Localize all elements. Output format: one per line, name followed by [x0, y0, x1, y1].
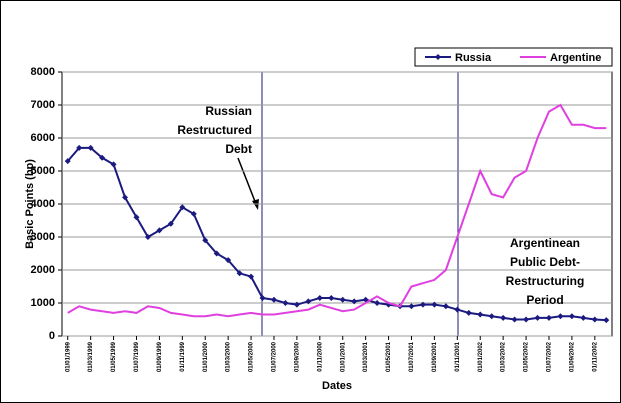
- point: [523, 316, 530, 323]
- x-tick-label: 01/05/2001: [386, 341, 392, 372]
- point: [477, 311, 484, 318]
- point: [122, 194, 129, 201]
- point: [167, 220, 174, 227]
- x-tick-label: 01/07/1999: [134, 341, 140, 372]
- point: [225, 257, 232, 264]
- point: [419, 301, 426, 308]
- y-tick-label: 1000: [31, 297, 55, 309]
- point: [248, 273, 255, 280]
- x-tick-label: 01/01/2000: [203, 341, 209, 372]
- point: [374, 300, 381, 306]
- y-tick-label: 7000: [31, 99, 55, 111]
- point: [454, 306, 461, 313]
- x-tick-label: 01/09/2002: [569, 341, 575, 372]
- point: [534, 314, 541, 321]
- x-tick-label: 01/07/2000: [272, 341, 278, 372]
- x-tick-label: 01/05/2002: [524, 341, 530, 372]
- point: [328, 295, 335, 302]
- point: [305, 298, 312, 305]
- point: [557, 313, 564, 320]
- y-tick-label: 3000: [31, 231, 55, 243]
- series-line: [67, 103, 607, 318]
- point: [568, 313, 575, 320]
- x-tick-label: 01/07/2001: [409, 341, 415, 372]
- point: [64, 158, 71, 165]
- point: [270, 296, 277, 303]
- x-tick-label: 01/01/2002: [478, 341, 484, 372]
- legend-marker: [435, 54, 441, 60]
- y-tick-label: 2000: [31, 264, 55, 276]
- point: [202, 237, 209, 244]
- point: [213, 250, 220, 257]
- x-tick-label: 01/09/2001: [432, 341, 438, 372]
- x-tick-label: 01/11/2002: [592, 341, 598, 371]
- point: [236, 270, 243, 277]
- y-tick-label: 6000: [31, 132, 55, 144]
- point: [87, 144, 94, 151]
- point: [591, 316, 598, 323]
- point: [580, 314, 587, 321]
- point: [431, 301, 438, 308]
- point: [351, 298, 358, 305]
- annotation-arrow: [237, 157, 257, 205]
- legend: [414, 47, 613, 67]
- x-tick-label: 01/05/2000: [249, 341, 255, 372]
- point: [110, 161, 117, 168]
- point: [76, 144, 83, 151]
- point: [511, 316, 518, 323]
- y-axis-label: Basic Points (bp): [24, 159, 36, 249]
- x-tick-label: 01/09/1999: [157, 341, 163, 372]
- point: [465, 309, 472, 316]
- y-tick-label: 0: [49, 330, 55, 342]
- point: [293, 301, 300, 308]
- x-tick-label: 01/03/2002: [501, 341, 507, 372]
- x-tick-label: 01/05/1999: [111, 341, 117, 372]
- point: [156, 227, 163, 234]
- point: [339, 296, 346, 303]
- point: [488, 313, 495, 320]
- annotation: Restructured: [177, 123, 252, 137]
- y-tick-label: 4000: [31, 198, 55, 210]
- point: [282, 300, 289, 306]
- point: [316, 295, 323, 302]
- y-tick-label: 5000: [31, 165, 55, 177]
- x-axis-label: Dates: [322, 380, 352, 392]
- annotation: Restructuring: [506, 274, 585, 288]
- point: [545, 314, 552, 321]
- point: [259, 295, 266, 302]
- x-tick-label: 01/11/1999: [180, 341, 186, 371]
- x-tick-label: 01/03/2000: [226, 341, 232, 372]
- y-tick-label: 8000: [31, 66, 55, 78]
- point: [442, 303, 449, 310]
- point: [603, 317, 610, 324]
- x-tick-label: 01/09/2000: [294, 341, 300, 372]
- x-tick-label: 01/11/2001: [455, 341, 461, 371]
- point: [144, 234, 151, 240]
- point: [133, 214, 140, 221]
- x-tick-label: 01/11/2000: [317, 341, 323, 371]
- annotation: Russian: [205, 104, 252, 118]
- point: [500, 314, 507, 321]
- point: [179, 204, 186, 211]
- legend-label: Argentine: [550, 52, 601, 64]
- point: [190, 210, 197, 217]
- legend-label: Russia: [455, 52, 492, 64]
- x-tick-label: 01/07/2002: [547, 341, 553, 372]
- point: [408, 303, 415, 310]
- point: [99, 154, 106, 161]
- x-tick-label: 01/03/2001: [363, 341, 369, 372]
- annotation: Period: [526, 293, 563, 307]
- annotation: Debt: [225, 142, 252, 156]
- x-tick-label: 01/01/2001: [340, 341, 346, 372]
- annotation: Public Debt-: [510, 255, 580, 269]
- annotation: Argentinean: [510, 236, 580, 250]
- x-tick-label: 01/01/1999: [65, 341, 71, 372]
- x-tick-label: 01/03/1999: [88, 341, 94, 372]
